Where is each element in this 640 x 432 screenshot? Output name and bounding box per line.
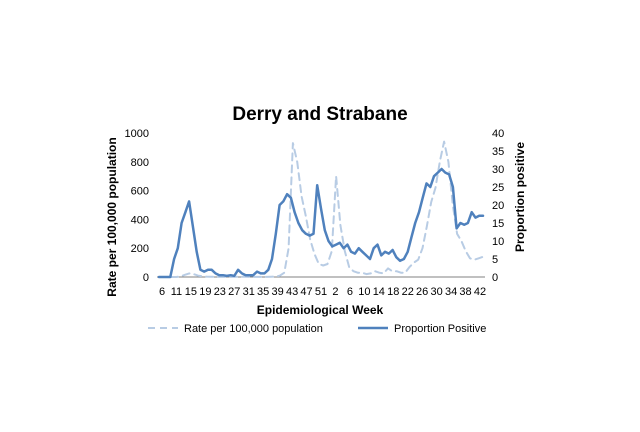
x-tick-label: 2 xyxy=(332,286,338,298)
y-tick-label-right: 35 xyxy=(492,146,504,158)
x-tick-label: 10 xyxy=(358,286,370,298)
x-tick-label: 51 xyxy=(315,286,327,298)
legend-label: Proportion Positive xyxy=(394,323,486,335)
x-axis-label: Epidemiological Week xyxy=(257,303,384,317)
x-tick-label: 27 xyxy=(228,286,240,298)
y-tick-label-right: 10 xyxy=(492,236,504,248)
x-axis-ticks: 6 11 15 19 23 27 31 35 39 43 47 51 2 6 10 14 18 22 26 30 34 3… xyxy=(159,286,486,298)
x-tick-label: 6 xyxy=(347,286,353,298)
y-tick-label-left: 600 xyxy=(131,186,149,198)
legend: Rate per 100,000 population Proportion Po… xyxy=(148,323,486,335)
y-tick-label-right: 40 xyxy=(492,128,504,140)
legend-label: Rate per 100,000 population xyxy=(184,323,323,335)
y-tick-label-right: 20 xyxy=(492,200,504,212)
y-axis-label-left: Rate per 100,000 population xyxy=(105,137,119,296)
y-tick-label-left: 1000 xyxy=(125,128,149,140)
x-tick-label: 26 xyxy=(416,286,428,298)
x-tick-label: 42 xyxy=(474,286,486,298)
y-axis-label-right: Proportion positive xyxy=(513,142,527,252)
x-tick-label: 43 xyxy=(286,286,298,298)
y-tick-label-left: 0 xyxy=(143,272,149,284)
series-layer xyxy=(157,140,485,279)
proportion-series-line xyxy=(157,167,485,279)
x-tick-label: 6 xyxy=(159,286,165,298)
x-tick-label: 31 xyxy=(243,286,255,298)
x-tick-label: 30 xyxy=(431,286,443,298)
x-tick-label: 23 xyxy=(214,286,226,298)
x-tick-label: 15 xyxy=(185,286,197,298)
left-axis-ticks: 0 200 400 600 800 1000 xyxy=(125,128,149,284)
chart-title: Derry and Strabane xyxy=(232,104,407,125)
x-tick-label: 34 xyxy=(445,286,457,298)
y-tick-label-left: 800 xyxy=(131,157,149,169)
y-tick-label-right: 5 xyxy=(492,254,498,266)
x-tick-label: 38 xyxy=(459,286,471,298)
y-tick-label-left: 200 xyxy=(131,243,149,255)
y-tick-label-right: 25 xyxy=(492,182,504,194)
x-tick-label: 39 xyxy=(272,286,284,298)
x-tick-label: 22 xyxy=(402,286,414,298)
right-axis-ticks: 0 5 10 15 20 25 30 35 40 xyxy=(492,128,504,284)
y-tick-label-right: 30 xyxy=(492,164,504,176)
x-tick-label: 47 xyxy=(300,286,312,298)
rate-series-line xyxy=(158,140,484,278)
x-tick-label: 14 xyxy=(373,286,385,298)
x-tick-label: 35 xyxy=(257,286,269,298)
y-tick-label-right: 15 xyxy=(492,218,504,230)
x-tick-label: 19 xyxy=(199,286,211,298)
y-tick-label-left: 400 xyxy=(131,214,149,226)
y-tick-label-right: 0 xyxy=(492,272,498,284)
x-tick-label: 11 xyxy=(171,286,182,298)
x-tick-label: 18 xyxy=(387,286,399,298)
